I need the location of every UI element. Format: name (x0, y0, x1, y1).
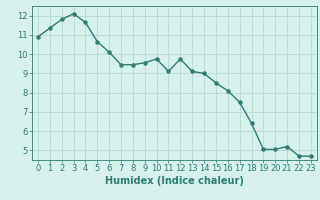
X-axis label: Humidex (Indice chaleur): Humidex (Indice chaleur) (105, 176, 244, 186)
